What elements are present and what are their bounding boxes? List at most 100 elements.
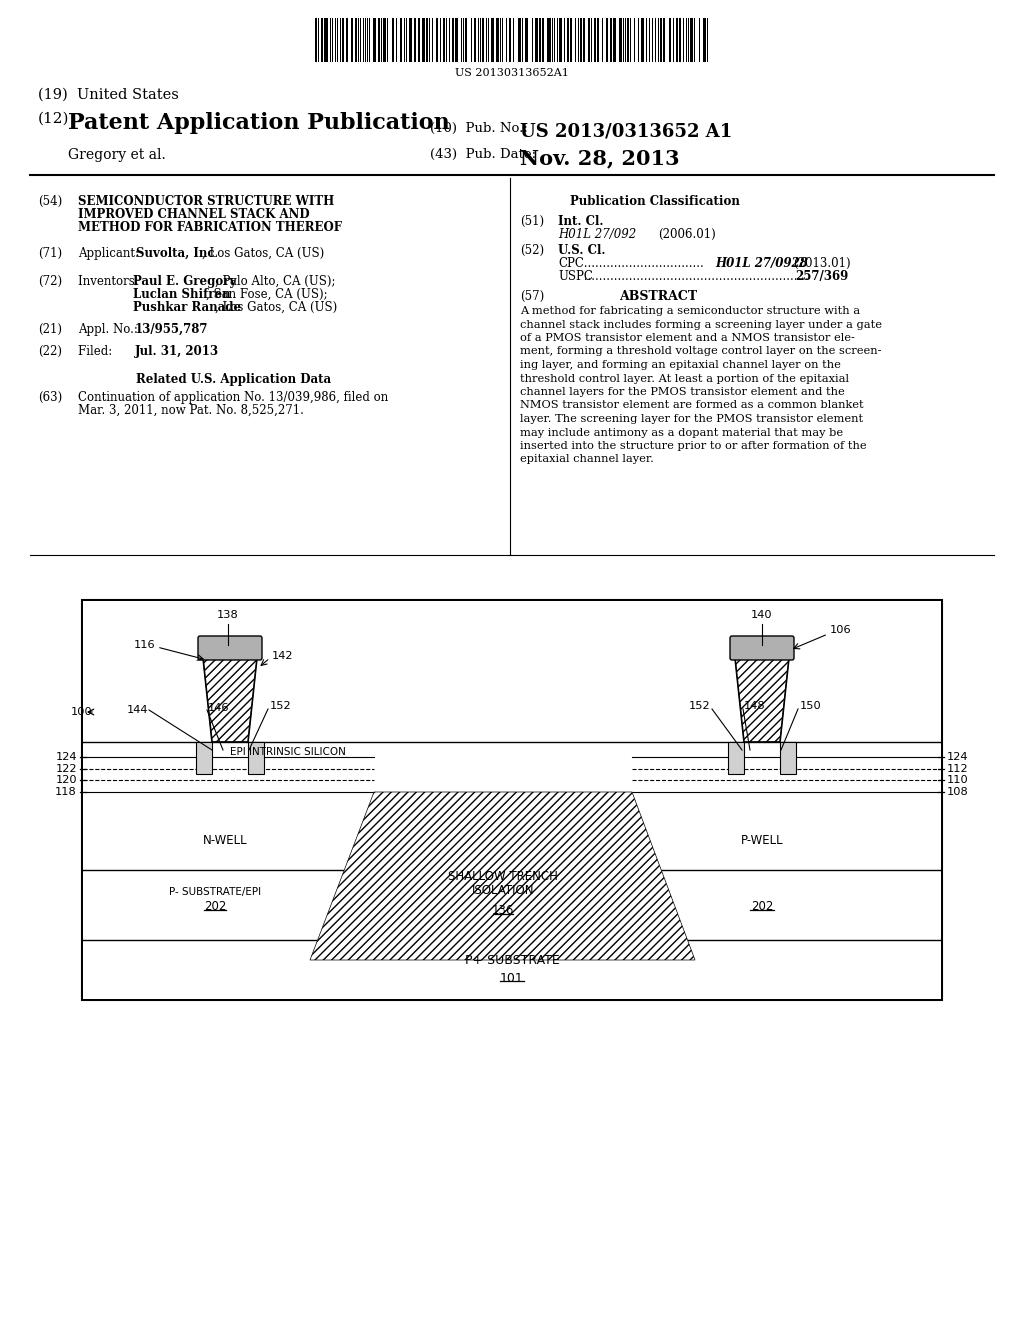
Text: 110: 110 (947, 775, 969, 785)
Bar (436, 18, 438, 62)
Bar (418, 18, 420, 62)
Text: (57): (57) (520, 290, 544, 304)
Bar (660, 18, 662, 62)
Bar (378, 18, 380, 62)
Bar (690, 18, 693, 62)
Text: 116: 116 (133, 640, 155, 649)
Text: Paul E. Gregory: Paul E. Gregory (133, 275, 237, 288)
Bar (443, 18, 445, 62)
Text: US 2013/0313652 A1: US 2013/0313652 A1 (520, 121, 732, 140)
Text: 150: 150 (800, 701, 821, 711)
Bar (83, 940, 941, 999)
Text: (71): (71) (38, 247, 62, 260)
Text: 148: 148 (744, 701, 766, 711)
Text: (72): (72) (38, 275, 62, 288)
Text: N-WELL: N-WELL (203, 833, 248, 846)
Text: Related U.S. Application Data: Related U.S. Application Data (136, 374, 332, 385)
Polygon shape (203, 657, 257, 742)
Text: 136: 136 (492, 903, 514, 916)
Bar (409, 18, 412, 62)
Bar (465, 18, 467, 62)
Text: 146: 146 (208, 704, 229, 713)
Bar (324, 18, 328, 62)
Text: , Los Gatos, CA (US): , Los Gatos, CA (US) (215, 301, 337, 314)
Text: P-WELL: P-WELL (740, 833, 783, 846)
Text: 106: 106 (830, 624, 852, 635)
Bar (580, 18, 582, 62)
Text: Patent Application Publication: Patent Application Publication (68, 112, 450, 135)
Text: 142: 142 (272, 651, 294, 661)
Text: (43)  Pub. Date:: (43) Pub. Date: (430, 148, 537, 161)
Text: 257/369: 257/369 (795, 271, 848, 282)
Text: 100: 100 (72, 708, 93, 717)
Bar (414, 18, 416, 62)
Text: 13/955,787: 13/955,787 (135, 323, 209, 337)
Text: CPC: CPC (558, 257, 584, 271)
Bar (82, 601, 942, 1001)
Polygon shape (310, 792, 695, 960)
Text: (21): (21) (38, 323, 62, 337)
Bar (679, 18, 681, 62)
Text: Int. Cl.: Int. Cl. (558, 215, 603, 228)
Text: METHOD FOR FABRICATION THEREOF: METHOD FOR FABRICATION THEREOF (78, 220, 342, 234)
Bar (373, 18, 376, 62)
Bar (83, 601, 941, 999)
Text: A method for fabricating a semiconductor structure with a: A method for fabricating a semiconductor… (520, 306, 860, 315)
Text: 138: 138 (217, 610, 239, 620)
Text: EPI INTRINSIC SILICON: EPI INTRINSIC SILICON (230, 747, 346, 756)
Text: U.S. Cl.: U.S. Cl. (558, 244, 605, 257)
Bar (474, 18, 476, 62)
Text: SEMICONDUCTOR STRUCTURE WITH: SEMICONDUCTOR STRUCTURE WITH (78, 195, 334, 209)
Bar (315, 18, 317, 62)
Text: P+ SUBSTRATE: P+ SUBSTRATE (465, 953, 559, 966)
Text: 108: 108 (947, 787, 969, 797)
Text: (2013.01): (2013.01) (793, 257, 851, 271)
Text: 112: 112 (947, 764, 969, 774)
Bar (559, 18, 562, 62)
Text: 140: 140 (752, 610, 773, 620)
Bar (422, 18, 425, 62)
Polygon shape (735, 657, 790, 742)
Text: , Palo Alto, CA (US);: , Palo Alto, CA (US); (215, 275, 336, 288)
Bar (627, 18, 629, 62)
Bar (703, 18, 706, 62)
Bar (426, 18, 428, 62)
Text: channel layers for the PMOS transistor element and the: channel layers for the PMOS transistor e… (520, 387, 845, 397)
Text: Nov. 28, 2013: Nov. 28, 2013 (520, 148, 680, 168)
Text: Publication Classification: Publication Classification (570, 195, 740, 209)
Text: channel stack includes forming a screening layer under a gate: channel stack includes forming a screeni… (520, 319, 882, 330)
Text: 152: 152 (688, 701, 710, 711)
Bar (490, 18, 494, 62)
Text: Gregory et al.: Gregory et al. (68, 148, 166, 162)
Bar (455, 18, 458, 62)
Bar (676, 18, 678, 62)
Text: 152: 152 (270, 701, 292, 711)
Polygon shape (203, 657, 257, 742)
Text: (10)  Pub. No.:: (10) Pub. No.: (430, 121, 528, 135)
Bar (509, 18, 511, 62)
Text: ABSTRACT: ABSTRACT (618, 290, 697, 304)
Text: ISOLATION: ISOLATION (472, 883, 535, 896)
Polygon shape (248, 742, 264, 774)
Bar (663, 18, 665, 62)
Bar (383, 18, 386, 62)
Bar (594, 18, 596, 62)
Bar (346, 18, 348, 62)
Text: Mar. 3, 2011, now Pat. No. 8,525,271.: Mar. 3, 2011, now Pat. No. 8,525,271. (78, 404, 304, 417)
Text: ing layer, and forming an epitaxial channel layer on the: ing layer, and forming an epitaxial chan… (520, 360, 841, 370)
Text: ............................................................: ........................................… (580, 271, 809, 282)
Text: 101: 101 (500, 972, 524, 985)
Text: , Los Gatos, CA (US): , Los Gatos, CA (US) (202, 247, 325, 260)
Bar (525, 18, 528, 62)
Text: (2006.01): (2006.01) (658, 228, 716, 242)
Text: 118: 118 (55, 787, 77, 797)
Text: threshold control layer. At least a portion of the epitaxial: threshold control layer. At least a port… (520, 374, 849, 384)
Text: layer. The screening layer for the PMOS transistor element: layer. The screening layer for the PMOS … (520, 414, 863, 424)
Bar (669, 18, 671, 62)
Polygon shape (196, 742, 212, 774)
Bar (452, 18, 454, 62)
Text: , San Fose, CA (US);: , San Fose, CA (US); (206, 288, 328, 301)
Bar (547, 18, 551, 62)
Bar (570, 18, 572, 62)
Text: Inventors:: Inventors: (78, 275, 146, 288)
